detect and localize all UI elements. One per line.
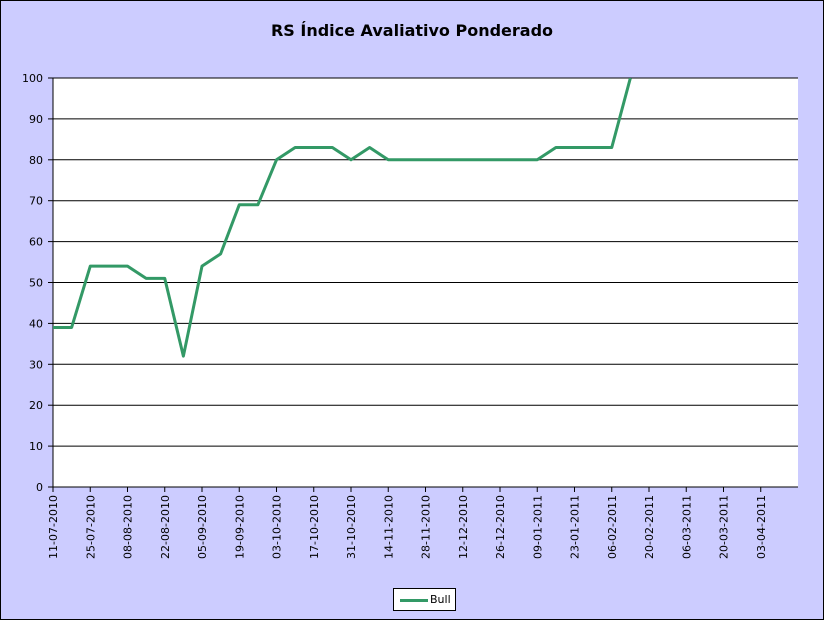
x-tick-label: 31-10-2010 bbox=[345, 495, 358, 559]
x-tick-label: 11-07-2010 bbox=[47, 495, 60, 559]
x-tick-label: 20-02-2011 bbox=[643, 495, 656, 559]
x-tick-label: 14-11-2010 bbox=[382, 495, 395, 559]
x-tick-label: 19-09-2010 bbox=[233, 495, 246, 559]
legend-label-bull: Bull bbox=[430, 593, 451, 606]
series-line-bull bbox=[53, 78, 632, 358]
y-tick-label: 100 bbox=[22, 72, 43, 85]
x-tick-label: 20-03-2011 bbox=[718, 495, 731, 559]
y-tick-label: 60 bbox=[29, 236, 43, 249]
y-tick-label: 70 bbox=[29, 195, 43, 208]
y-tick-label: 80 bbox=[29, 154, 43, 167]
x-tick-label: 26-12-2010 bbox=[494, 495, 507, 559]
y-tick-label: 0 bbox=[36, 481, 43, 494]
y-tick-label: 40 bbox=[29, 317, 43, 330]
x-tick-label: 17-10-2010 bbox=[308, 495, 321, 559]
x-tick-label: 25-07-2010 bbox=[84, 495, 97, 559]
x-tick-label: 23-01-2011 bbox=[569, 495, 582, 559]
x-tick-label: 06-02-2011 bbox=[606, 495, 619, 559]
x-tick-label: 12-12-2010 bbox=[457, 495, 470, 559]
y-tick-label: 10 bbox=[29, 440, 43, 453]
y-tick-label: 50 bbox=[29, 277, 43, 290]
x-tick-label: 05-09-2010 bbox=[196, 495, 209, 559]
x-tick-label: 08-08-2010 bbox=[122, 495, 135, 559]
x-tick-label: 03-10-2010 bbox=[271, 495, 284, 559]
x-tick-label: 09-01-2011 bbox=[531, 495, 544, 559]
x-tick-label: 06-03-2011 bbox=[680, 495, 693, 559]
chart-title: RS Índice Avaliativo Ponderado bbox=[270, 21, 554, 40]
x-tick-label: 22-08-2010 bbox=[159, 495, 172, 559]
y-tick-label: 30 bbox=[29, 358, 43, 371]
x-tick-label: 28-11-2010 bbox=[420, 495, 433, 559]
y-tick-label: 20 bbox=[29, 399, 43, 412]
legend-swatch-bull bbox=[400, 599, 428, 602]
y-tick-label: 90 bbox=[29, 113, 43, 126]
legend: Bull bbox=[393, 588, 456, 611]
x-tick-label: 03-04-2011 bbox=[755, 495, 768, 559]
